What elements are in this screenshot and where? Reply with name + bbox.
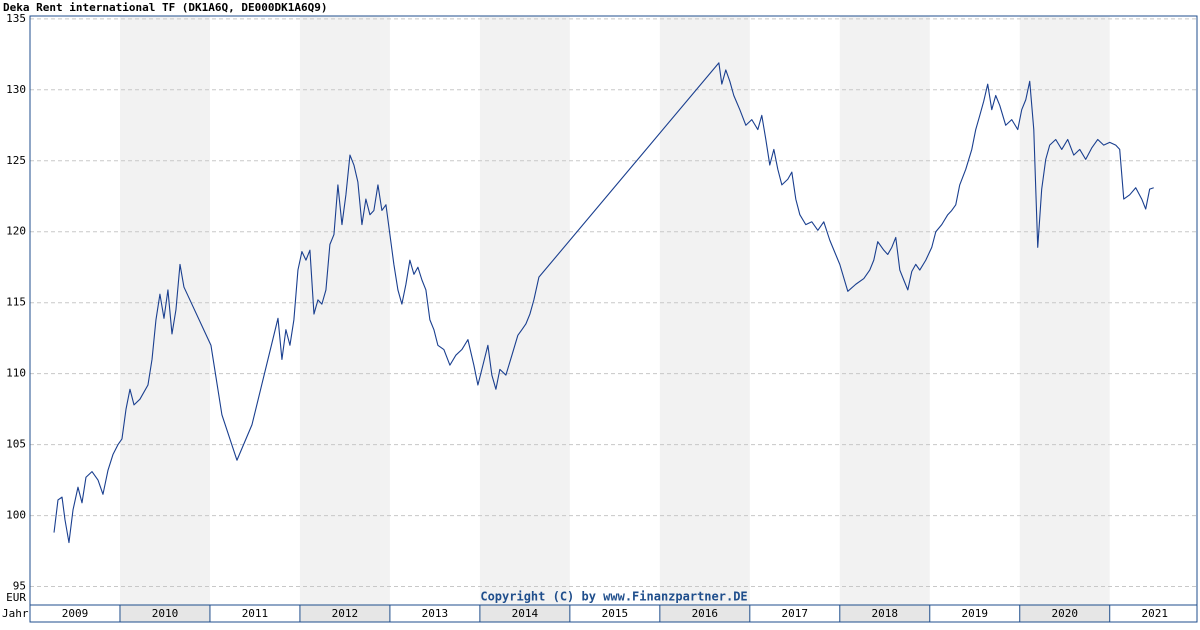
x-tick-label: 2015 bbox=[602, 607, 629, 620]
y-tick-label: 125 bbox=[6, 154, 26, 167]
x-tick-label: 2012 bbox=[332, 607, 359, 620]
year-band-axis bbox=[119, 605, 210, 622]
y-tick-label: 100 bbox=[6, 509, 26, 522]
y-tick-label: 105 bbox=[6, 438, 26, 451]
x-tick-label: 2020 bbox=[1051, 607, 1078, 620]
y-tick-label: 130 bbox=[6, 83, 26, 96]
x-tick-label: 2017 bbox=[782, 607, 809, 620]
year-band-axis bbox=[1019, 605, 1110, 622]
price-line bbox=[53, 62, 1154, 544]
chart-title: Deka Rent international TF (DK1A6Q, DE00… bbox=[3, 1, 328, 14]
x-tick-label: 2014 bbox=[512, 607, 539, 620]
year-band-axis bbox=[479, 605, 570, 622]
x-tick-label: 2009 bbox=[62, 607, 89, 620]
y-tick-label: 95 bbox=[13, 580, 26, 593]
year-band-axis bbox=[299, 605, 390, 622]
x-tick-label: 2019 bbox=[962, 607, 989, 620]
x-axis-strip bbox=[29, 604, 1198, 623]
y-tick-label: 115 bbox=[6, 296, 26, 309]
y-tick-label: 110 bbox=[6, 367, 26, 380]
year-band bbox=[839, 16, 930, 605]
year-band bbox=[479, 16, 570, 605]
y-tick-label: 135 bbox=[6, 12, 26, 25]
x-unit: Jahr bbox=[2, 607, 29, 620]
year-band bbox=[1019, 16, 1110, 605]
x-tick-label: 2016 bbox=[692, 607, 719, 620]
x-tick-label: 2018 bbox=[872, 607, 899, 620]
y-unit: EUR bbox=[6, 591, 26, 604]
y-tick-label: 120 bbox=[6, 225, 26, 238]
x-tick-label: 2021 bbox=[1141, 607, 1168, 620]
copyright: Copyright (C) by www.Finanzpartner.DE bbox=[480, 590, 747, 604]
year-band-axis bbox=[839, 605, 930, 622]
year-band bbox=[659, 16, 750, 605]
x-tick-label: 2013 bbox=[422, 607, 449, 620]
x-tick-label: 2010 bbox=[152, 607, 179, 620]
year-band-axis bbox=[659, 605, 750, 622]
x-tick-label: 2011 bbox=[242, 607, 269, 620]
